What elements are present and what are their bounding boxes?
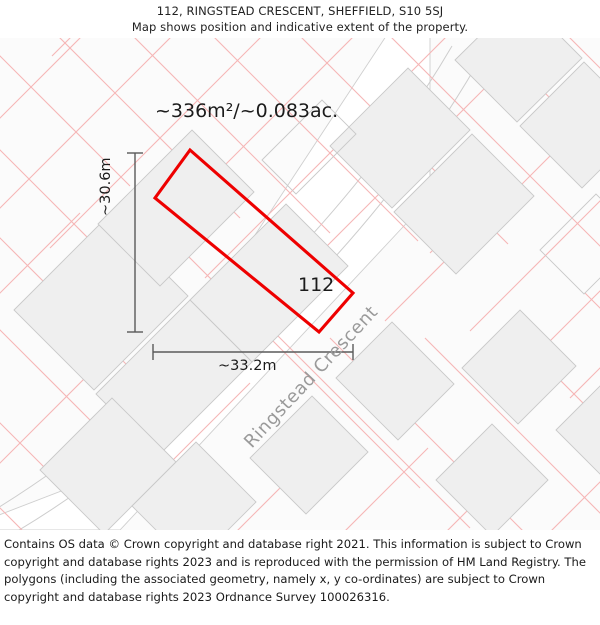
subject-property-polygon[interactable] bbox=[152, 147, 356, 335]
dimension-rulers bbox=[127, 152, 354, 360]
page-title: 112, RINGSTEAD CRESCENT, SHEFFIELD, S10 … bbox=[156, 4, 444, 18]
map-canvas[interactable]: .pb { stroke:#f6b6b6; stroke-width:1.1; … bbox=[0, 38, 600, 530]
header: 112, RINGSTEAD CRESCENT, SHEFFIELD, S10 … bbox=[0, 0, 600, 38]
page-subtitle: Map shows position and indicative extent… bbox=[131, 20, 469, 34]
map-vector-layer: .pb { stroke:#f6b6b6; stroke-width:1.1; … bbox=[0, 38, 600, 530]
copyright-text: Contains OS data © Crown copyright and d… bbox=[4, 537, 586, 604]
building-footprints bbox=[13, 38, 600, 530]
footer: Contains OS data © Crown copyright and d… bbox=[0, 532, 600, 625]
